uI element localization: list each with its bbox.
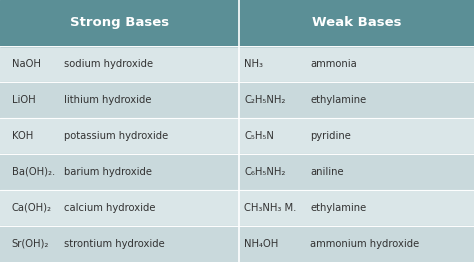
Bar xyxy=(239,226,474,262)
Text: barium hydroxide: barium hydroxide xyxy=(64,167,152,177)
Bar xyxy=(0,118,239,154)
Text: ammonia: ammonia xyxy=(310,59,357,69)
Text: ethylamine: ethylamine xyxy=(310,95,367,105)
Text: strontium hydroxide: strontium hydroxide xyxy=(64,239,165,249)
Text: potassium hydroxide: potassium hydroxide xyxy=(64,131,168,141)
Text: Ca(OH)₂: Ca(OH)₂ xyxy=(12,203,52,213)
Text: pyridine: pyridine xyxy=(310,131,351,141)
Text: NaOH: NaOH xyxy=(12,59,41,69)
Text: Ba(OH)₂.: Ba(OH)₂. xyxy=(12,167,55,177)
Bar xyxy=(0,226,239,262)
Text: Weak Bases: Weak Bases xyxy=(312,17,401,29)
Text: sodium hydroxide: sodium hydroxide xyxy=(64,59,153,69)
Text: NH₃: NH₃ xyxy=(244,59,263,69)
Bar xyxy=(239,190,474,226)
Bar xyxy=(0,154,239,190)
Bar xyxy=(239,154,474,190)
Text: Sr(OH)₂: Sr(OH)₂ xyxy=(12,239,49,249)
Text: NH₄OH: NH₄OH xyxy=(244,239,278,249)
Text: C₅H₅N: C₅H₅N xyxy=(244,131,274,141)
Bar xyxy=(239,0,474,46)
Bar xyxy=(0,82,239,118)
Bar xyxy=(0,0,239,46)
Text: LiOH: LiOH xyxy=(12,95,36,105)
Text: C₂H₅NH₂: C₂H₅NH₂ xyxy=(244,95,285,105)
Text: C₆H₅NH₂: C₆H₅NH₂ xyxy=(244,167,285,177)
Bar xyxy=(239,118,474,154)
Text: Strong Bases: Strong Bases xyxy=(70,17,169,29)
Text: ethylamine: ethylamine xyxy=(310,203,367,213)
Bar xyxy=(0,190,239,226)
Text: CH₃NH₃ M.: CH₃NH₃ M. xyxy=(244,203,296,213)
Bar xyxy=(0,46,239,82)
Text: ammonium hydroxide: ammonium hydroxide xyxy=(310,239,419,249)
Bar xyxy=(239,46,474,82)
Text: calcium hydroxide: calcium hydroxide xyxy=(64,203,155,213)
Text: KOH: KOH xyxy=(12,131,33,141)
Text: lithium hydroxide: lithium hydroxide xyxy=(64,95,152,105)
Bar xyxy=(239,82,474,118)
Text: aniline: aniline xyxy=(310,167,344,177)
